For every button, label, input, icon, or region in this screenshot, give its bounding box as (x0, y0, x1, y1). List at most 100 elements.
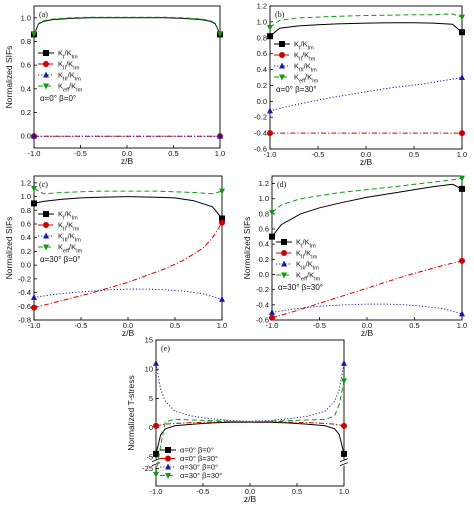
data-point (219, 188, 225, 195)
legend-label: KII/KIm (58, 60, 80, 72)
x-tick-label: 1.0 (339, 487, 349, 496)
panel-b: -1.0 -0.5 0.0 0.5 1.0 -0.6 -0.4 -0.2 0.0 0.2 0.4 0.… (254, 2, 467, 168)
data-point (269, 314, 275, 321)
legend-marker (165, 455, 171, 462)
y-tick-label: 0.6 (257, 49, 267, 58)
data-point (341, 422, 347, 429)
data-point (459, 29, 465, 36)
data-point (459, 185, 465, 192)
legend-marker (43, 222, 49, 228)
y-tick-label: 0.2 (257, 81, 267, 90)
y-tick-label: 0.2 (21, 108, 31, 117)
x-tick-label: 0.5 (409, 321, 419, 330)
legend-label: α=30° β=0° (180, 463, 218, 472)
x-tick-label: 0.5 (170, 321, 180, 330)
condition-annotation: α=0° β=30° (276, 85, 317, 94)
data-point (267, 130, 273, 137)
y-tick-label: 0.4 (257, 65, 267, 74)
x-tick-label: -0.5 (75, 321, 88, 330)
legend-label: KIII/KIm (294, 62, 317, 74)
legend-label: Keff/KIm (58, 243, 83, 255)
panel-label: (d) (277, 180, 287, 189)
data-point (341, 359, 347, 366)
data-point (31, 31, 37, 38)
data-point (269, 308, 275, 315)
x-tick-label: -0.5 (74, 149, 87, 158)
legend-label: KII/KIm (58, 221, 80, 233)
y-tick-label: 0.0 (21, 261, 31, 270)
series-line (155, 380, 345, 475)
y-tick-label: 0.8 (21, 37, 31, 46)
y-tick-label: -0.2 (254, 113, 267, 122)
legend-marker (279, 52, 285, 58)
y-tick-label: -0.6 (18, 302, 31, 311)
x-axis-label: z/B (121, 156, 134, 166)
legend-marker (165, 473, 171, 479)
legend-marker (281, 250, 287, 256)
y-tick-label: 0.8 (259, 209, 269, 218)
series-line (33, 17, 221, 35)
legend-marker (43, 83, 49, 90)
x-axis-label: z/B (122, 328, 135, 338)
x-tick-label: 0.0 (245, 487, 255, 496)
legend-marker (279, 62, 285, 69)
series-line (269, 22, 463, 37)
data-point (459, 130, 465, 137)
x-axis-label: z/B (244, 494, 257, 504)
legend-label: KIII/KIm (296, 260, 319, 272)
panel-label: (c) (39, 180, 48, 189)
data-point (31, 304, 37, 311)
legend-label: KI/KIm (58, 210, 78, 222)
x-axis-label: z/B (361, 328, 374, 338)
legend-marker (165, 447, 171, 453)
axis-break-mark (339, 462, 349, 467)
series-line (33, 187, 223, 195)
x-axis-label: z/B (360, 157, 373, 167)
data-point (153, 471, 159, 478)
series-line (271, 177, 463, 213)
x-tick-label: -0.5 (313, 321, 326, 330)
legend-label: α=0° β=0° (180, 446, 214, 455)
legend-marker (43, 244, 49, 251)
series-line (155, 363, 345, 422)
data-point (153, 359, 159, 366)
y-axis-label: Normalized T-stress (126, 375, 136, 450)
x-tick-label: 1.0 (457, 321, 467, 330)
y-tick-label: 0.8 (21, 206, 31, 215)
x-tick-label: -1.0 (28, 321, 41, 330)
y-tick-label: -0.2 (256, 285, 269, 294)
data-point (341, 378, 347, 385)
series-line (269, 77, 463, 112)
series-line (271, 183, 463, 237)
data-point (153, 450, 159, 457)
data-point (31, 200, 37, 207)
y-tick-label: 1.0 (257, 17, 267, 26)
legend-marker (165, 463, 171, 470)
legend-marker (43, 232, 49, 239)
y-tick-label: 0.2 (259, 255, 269, 264)
legend-marker (43, 71, 49, 78)
y-tick-label: 0.4 (259, 240, 269, 249)
x-tick-label: 0.5 (168, 149, 178, 158)
condition-annotation: α=0° β=0° (40, 94, 76, 103)
data-point (31, 185, 37, 192)
y-tick-label: -0.8 (18, 316, 31, 325)
x-tick-label: -0.5 (197, 487, 210, 496)
data-point (219, 215, 225, 222)
x-tick-label: 0.0 (362, 321, 372, 330)
x-tick-label: -0.5 (312, 150, 325, 159)
legend-label: KIII/KIm (58, 232, 81, 244)
legend-label: α=30° β=30° (180, 471, 222, 480)
series-line (33, 196, 223, 219)
legend-label: Keff/KIm (294, 73, 319, 85)
y-tick-label: 0.6 (21, 61, 31, 70)
y-tick-label: 1.0 (21, 192, 31, 201)
y-axis-label: Normalized SIFs (4, 217, 14, 280)
data-point (31, 293, 37, 300)
data-point (267, 24, 273, 31)
y-tick-label: 0 (149, 423, 153, 432)
panel-d: -1.0 -0.5 0.0 0.5 1.0 -0.6 -0.4 -0.2 0.0 0.2 0.4 0.… (242, 175, 467, 338)
series-line (271, 260, 463, 319)
data-point (153, 422, 159, 429)
